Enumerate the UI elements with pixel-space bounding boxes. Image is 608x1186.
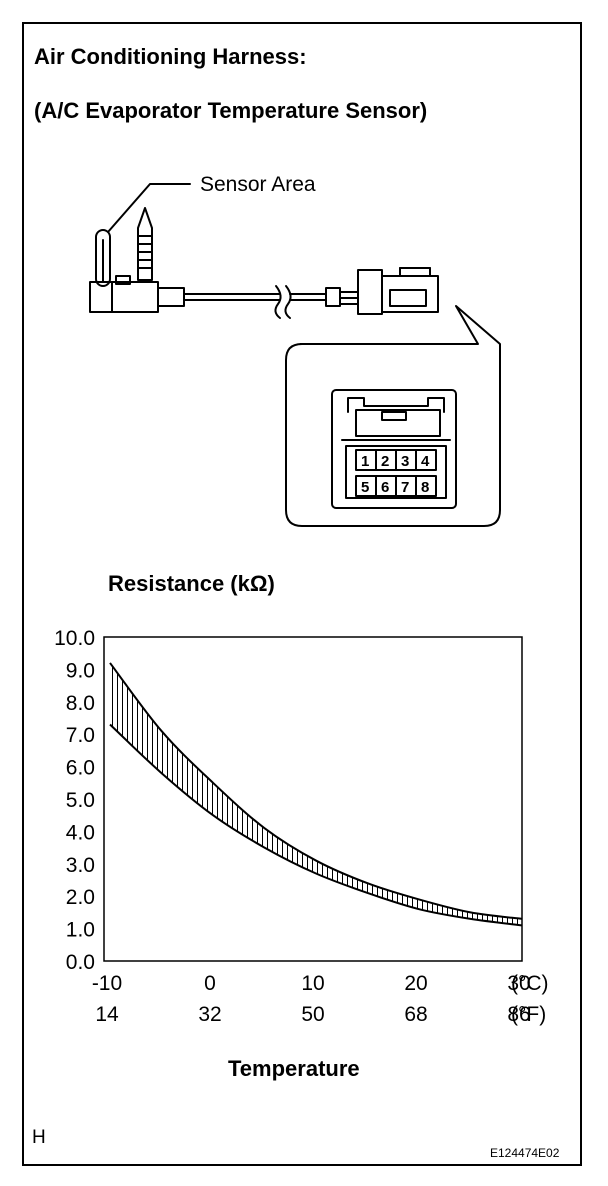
figure-frame bbox=[22, 22, 582, 1166]
sensor-leader-line bbox=[107, 183, 191, 233]
pin-4: 4 bbox=[421, 453, 430, 470]
x-tick-label-f: 32 bbox=[198, 1003, 221, 1026]
x-tick-label-f: 14 bbox=[95, 1003, 119, 1026]
y-tick-label: 2.0 bbox=[66, 886, 95, 909]
y-tick-label: 4.0 bbox=[66, 821, 95, 844]
x-tick-label-c: 30 bbox=[507, 972, 530, 995]
x-tick-label-f: 86 bbox=[507, 1003, 530, 1026]
x-tick-label-f: 68 bbox=[404, 1003, 427, 1026]
sensor-area-label: Sensor Area bbox=[200, 173, 316, 196]
lower-limit-line bbox=[109, 723, 523, 927]
y-tick-label: 7.0 bbox=[66, 724, 95, 747]
x-tick-label-f: 50 bbox=[301, 1003, 324, 1026]
x-tick-label-c: 20 bbox=[404, 972, 427, 995]
x-tick-label-c: 10 bbox=[301, 972, 324, 995]
pin-5: 5 bbox=[361, 479, 369, 496]
plot-area bbox=[103, 636, 523, 962]
y-tick-label: 3.0 bbox=[66, 854, 95, 877]
pin-7: 7 bbox=[401, 479, 409, 496]
title-line-2: (A/C Evaporator Temperature Sensor) bbox=[34, 98, 428, 123]
sensor-probe bbox=[95, 229, 111, 287]
pin-6: 6 bbox=[381, 479, 389, 496]
figure-code: E124474E02 bbox=[490, 1146, 560, 1160]
upper-limit-line bbox=[109, 662, 523, 920]
y-tick-label: 0.0 bbox=[66, 951, 95, 974]
x-tick-label-c: -10 bbox=[92, 972, 122, 995]
y-tick-label: 6.0 bbox=[66, 757, 95, 780]
x-unit-fahrenheit: (°F) bbox=[511, 1003, 546, 1026]
corner-mark: H bbox=[32, 1127, 46, 1148]
y-tick-label: 10.0 bbox=[54, 627, 95, 650]
pin-2: 2 bbox=[381, 453, 389, 470]
y-tick-label: 1.0 bbox=[66, 919, 95, 942]
x-tick-label-c: 0 bbox=[204, 972, 216, 995]
y-tick-label: 5.0 bbox=[66, 789, 95, 812]
connector-face bbox=[331, 389, 457, 509]
x-axis-label: Temperature bbox=[228, 1056, 360, 1081]
title-line-1: Air Conditioning Harness: bbox=[34, 44, 307, 69]
y-axis-label: Resistance (kΩ) bbox=[108, 571, 275, 596]
pin-8: 8 bbox=[421, 479, 429, 496]
pin-3: 3 bbox=[401, 453, 409, 470]
pin-1: 1 bbox=[361, 453, 369, 470]
sensor-clip bbox=[137, 207, 153, 281]
y-tick-label: 9.0 bbox=[66, 659, 95, 682]
y-tick-label: 8.0 bbox=[66, 692, 95, 715]
connector-callout bbox=[285, 305, 502, 527]
tolerance-band-fill bbox=[110, 662, 522, 926]
x-unit-celsius: (°C) bbox=[511, 972, 549, 995]
